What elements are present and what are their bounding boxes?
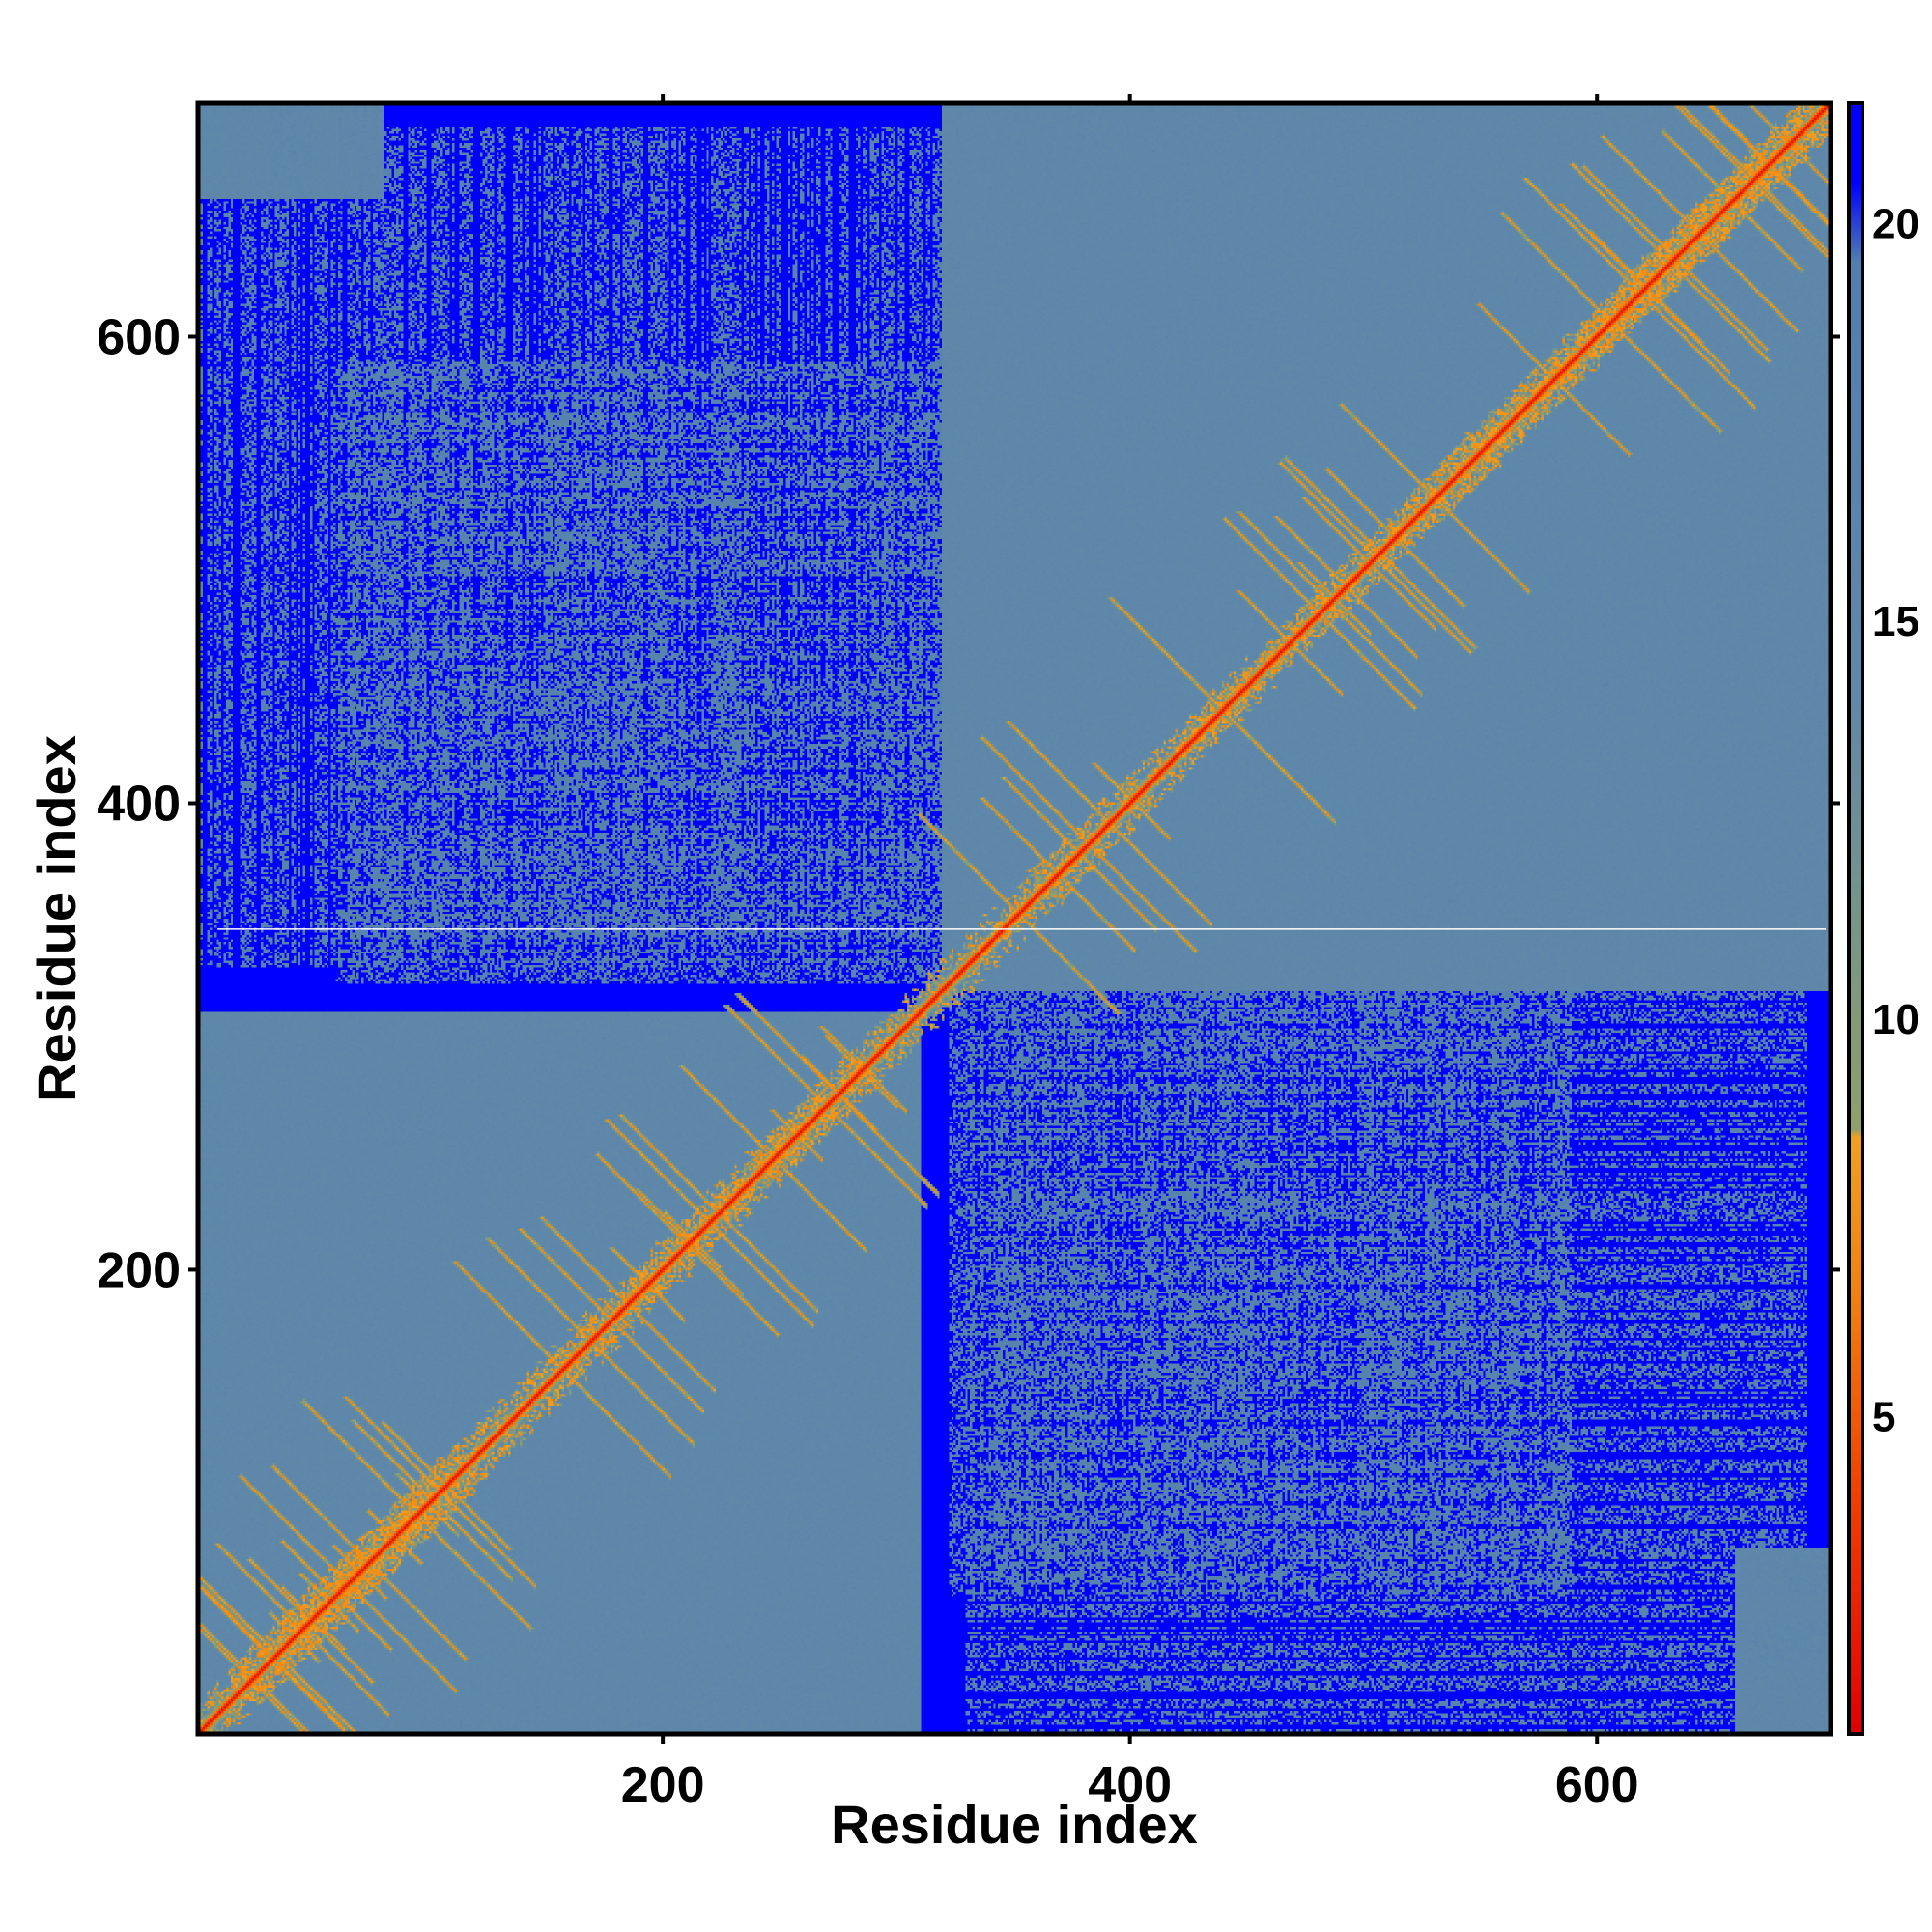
heatmap-image: [198, 103, 1831, 1734]
x-tick-label: 600: [1555, 1757, 1639, 1813]
y-axis-title: Residue index: [26, 735, 87, 1102]
x-tick-label: 200: [621, 1757, 705, 1813]
y-tick-label: 200: [97, 1242, 181, 1298]
colorbar-ticks: 5 10 15 20: [1872, 201, 1919, 1441]
y-tick-label: 600: [97, 309, 181, 365]
colorbar-tick-label: 20: [1872, 201, 1919, 248]
x-tick-label: 400: [1088, 1757, 1172, 1813]
plot-frame: [195, 100, 1833, 1737]
colorbar-tick-label: 15: [1872, 598, 1919, 645]
y-axis: 200 400 600: [97, 309, 1840, 1298]
x-axis: 200 400 600: [621, 94, 1639, 1813]
y-tick-label: 400: [97, 776, 181, 832]
colorbar-tick-label: 10: [1872, 996, 1919, 1043]
colorbar-tick-label: 5: [1872, 1394, 1895, 1441]
colorbar: [1847, 101, 1864, 1736]
x-axis-title: Residue index: [831, 1794, 1198, 1855]
